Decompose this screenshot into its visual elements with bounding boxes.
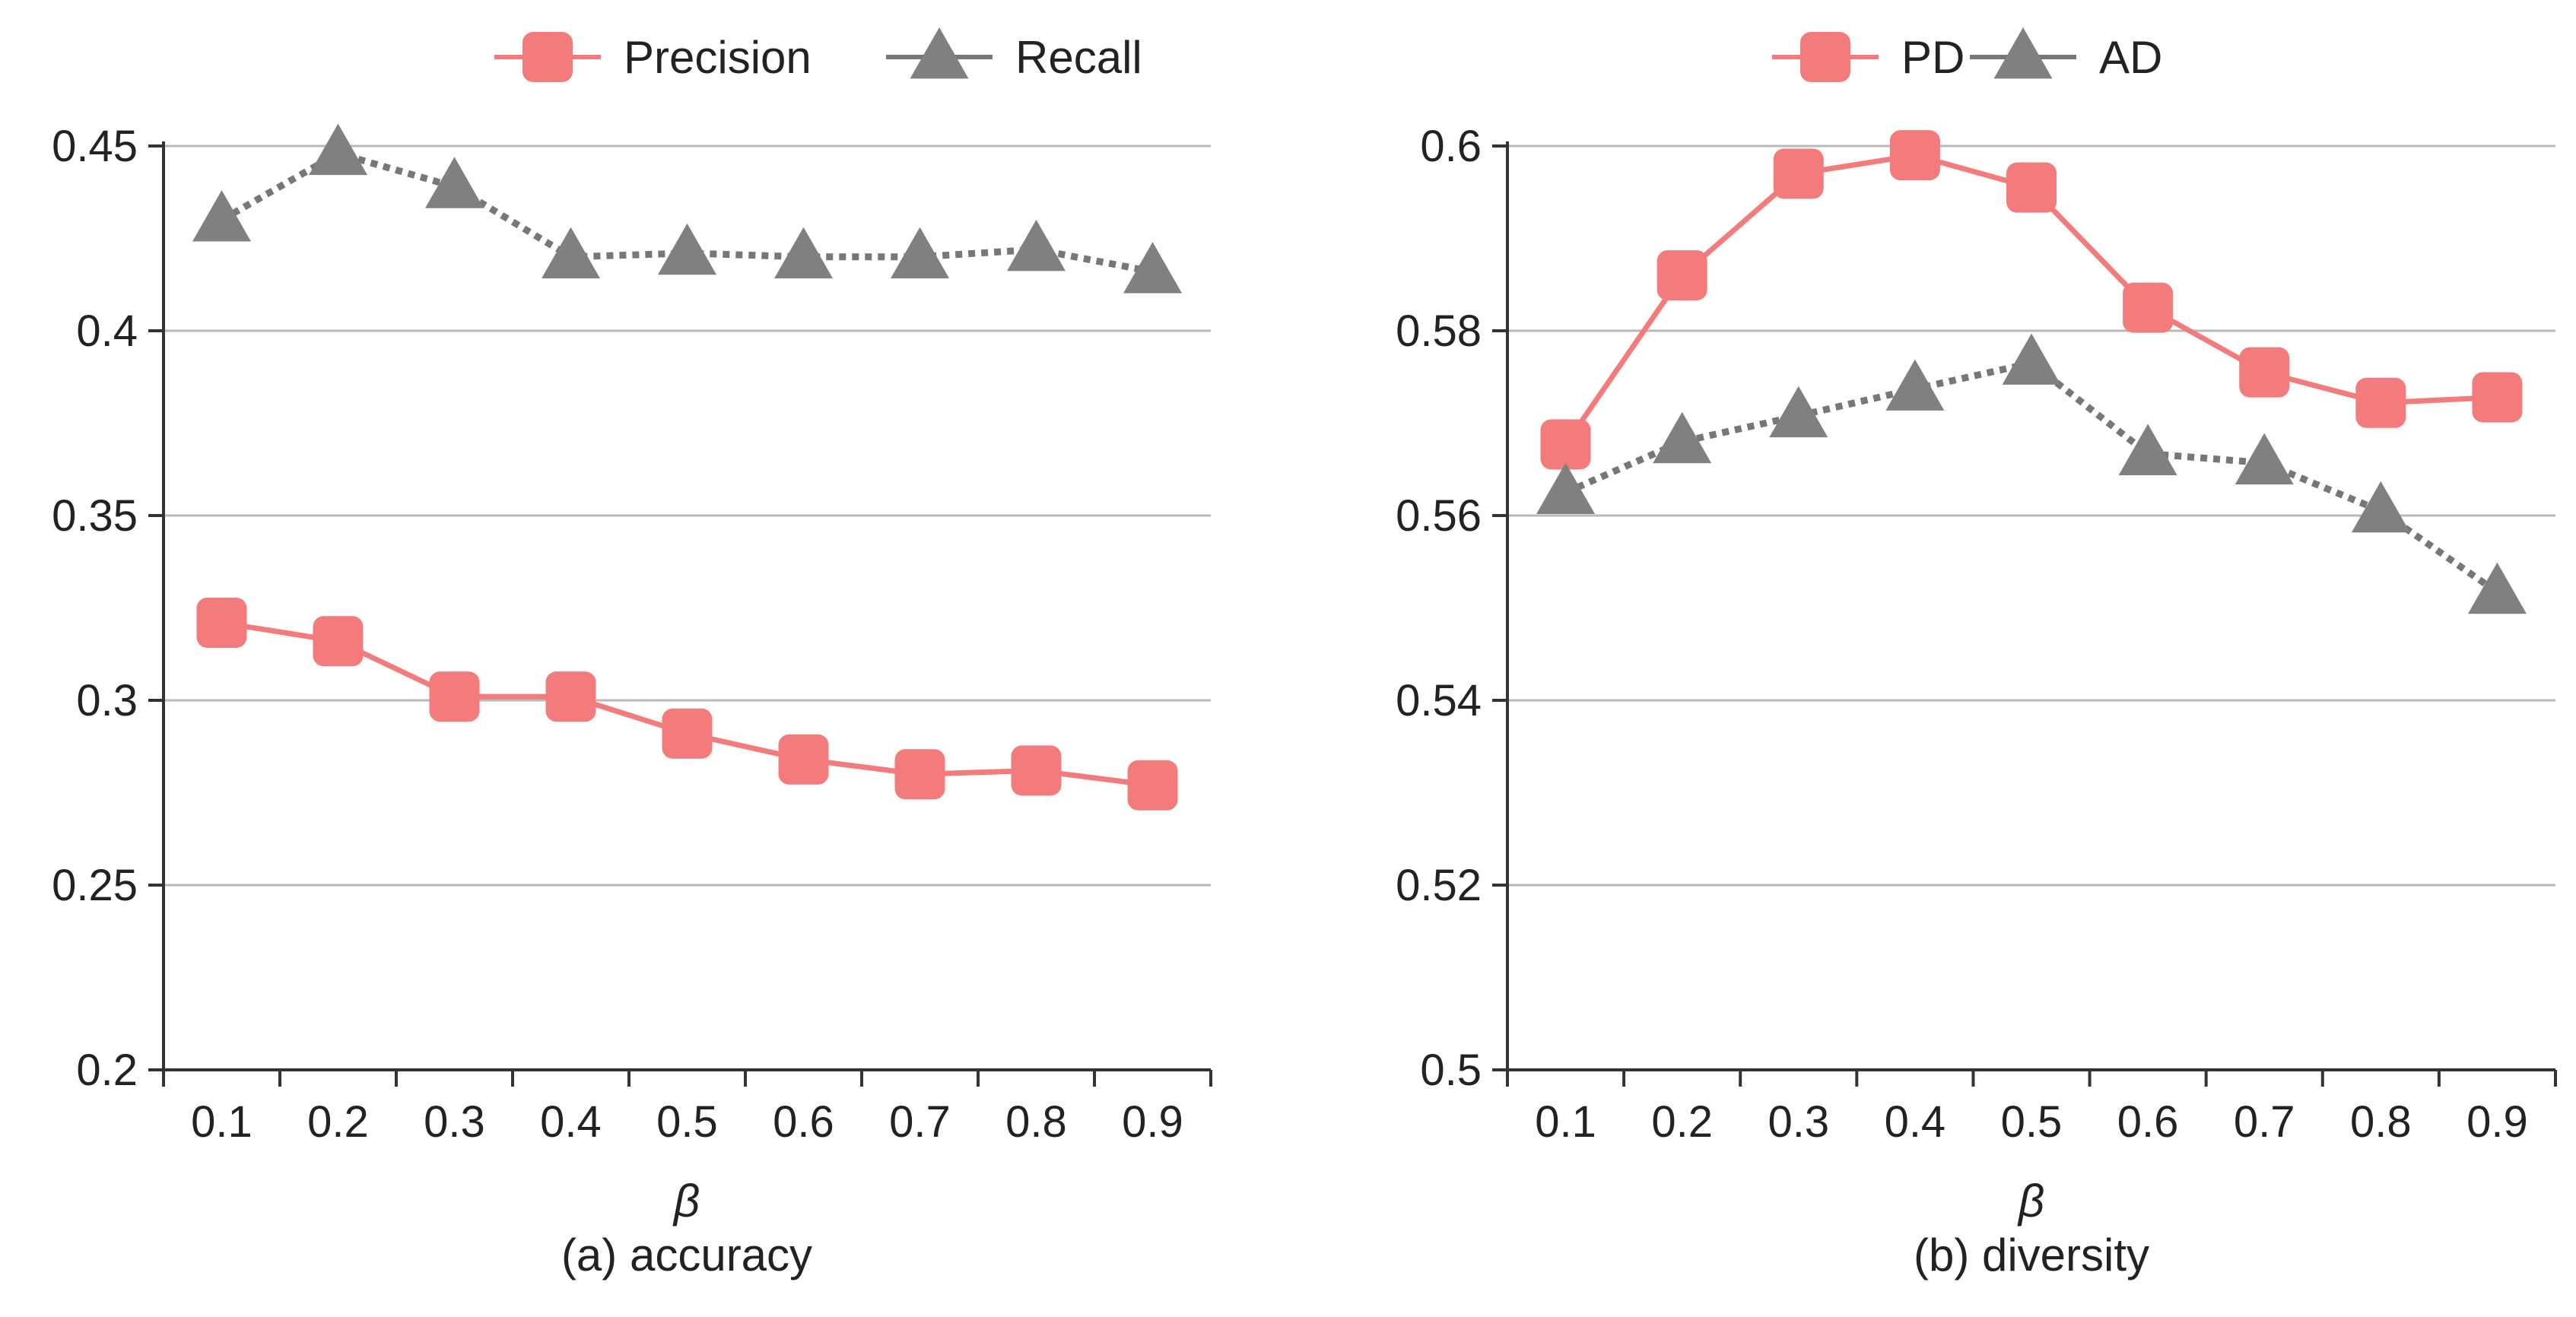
- data-point-pd: [1540, 419, 1591, 470]
- data-point-precision: [894, 749, 945, 800]
- data-point-recall: [658, 223, 716, 275]
- x-axis-label: β: [2017, 1176, 2044, 1227]
- diversity-panel: 0.5 0.52 0.54 0.56 0.58 0.6 0.1 0.2 0.3 0.4 0.5 0.6…: [1396, 27, 2557, 1281]
- data-point-recall: [309, 123, 367, 176]
- y-tick-label: 0.2: [76, 1046, 138, 1095]
- x-tick-label: 0.6: [773, 1097, 834, 1147]
- y-tick-label: 0.58: [1396, 306, 1482, 356]
- legend-marker-precision: [523, 32, 573, 82]
- data-point-recall: [1007, 220, 1066, 271]
- accuracy-panel: 0.2 0.25 0.3 0.35 0.4 0.45 0.1 0.2 0.3 0.4 0.5 0.6 0…: [52, 27, 1212, 1281]
- x-tick-label: 0.4: [1885, 1097, 1946, 1147]
- data-point-recall: [891, 227, 949, 279]
- x-tick-label: 0.2: [307, 1097, 369, 1147]
- x-tick-label: 0.7: [889, 1097, 951, 1147]
- data-point-pd: [2006, 162, 2057, 213]
- data-point-precision: [429, 671, 480, 722]
- x-tick-label: 0.3: [424, 1097, 485, 1147]
- data-point-precision: [1011, 745, 1062, 796]
- x-tick-label: 0.3: [1768, 1097, 1829, 1147]
- y-tick-label: 0.35: [52, 491, 138, 541]
- y-tick-label: 0.56: [1396, 491, 1482, 541]
- y-tick-label: 0.45: [52, 122, 138, 171]
- x-tick-label: 0.8: [2350, 1097, 2412, 1147]
- legend-label: PD: [1901, 32, 1965, 83]
- x-tick-label: 0.2: [1651, 1097, 1713, 1147]
- x-tick-label: 0.5: [2001, 1097, 2063, 1147]
- data-point-ad: [2351, 481, 2410, 533]
- y-tick-label: 0.25: [52, 861, 138, 910]
- legend-label: AD: [2099, 32, 2162, 83]
- data-point-ad: [2467, 562, 2527, 614]
- legend-label: Recall: [1015, 32, 1142, 83]
- y-tick-label: 0.4: [76, 306, 138, 356]
- panel-caption: (b) diversity: [1914, 1230, 2149, 1281]
- data-point-recall: [542, 227, 600, 279]
- x-tick-label: 0.9: [2466, 1097, 2528, 1147]
- y-tick-label: 0.54: [1396, 676, 1482, 725]
- data-point-pd: [2355, 377, 2406, 428]
- data-point-ad: [1885, 359, 1945, 411]
- legend-label: Precision: [624, 32, 812, 83]
- panel-caption: (a) accuracy: [561, 1230, 812, 1281]
- data-point-pd: [2123, 282, 2174, 333]
- x-tick-label: 0.7: [2234, 1097, 2295, 1147]
- y-tick-label: 0.52: [1396, 861, 1482, 910]
- data-point-pd: [1656, 250, 1707, 301]
- legend-marker-ad: [1993, 27, 2053, 79]
- data-point-pd: [1889, 130, 1940, 181]
- data-point-ad: [1769, 386, 1828, 438]
- data-point-precision: [545, 671, 596, 722]
- data-point-pd: [2472, 372, 2523, 423]
- x-axis-label: β: [672, 1176, 700, 1227]
- data-point-ad: [1653, 411, 1712, 464]
- data-point-ad: [2118, 424, 2177, 475]
- x-tick-label: 0.4: [540, 1097, 602, 1147]
- data-point-pd: [2239, 347, 2290, 398]
- data-point-precision: [778, 734, 829, 785]
- legend-marker-pd: [1800, 32, 1850, 82]
- y-tick-label: 0.6: [1420, 122, 1482, 171]
- x-tick-label: 0.5: [656, 1097, 718, 1147]
- x-tick-label: 0.8: [1005, 1097, 1067, 1147]
- legend-marker-recall: [910, 27, 969, 79]
- x-tick-label: 0.6: [2117, 1097, 2179, 1147]
- y-tick-label: 0.5: [1420, 1046, 1482, 1095]
- data-point-precision: [196, 597, 247, 648]
- data-point-recall: [425, 157, 484, 208]
- data-point-pd: [1773, 148, 1824, 199]
- data-point-precision: [313, 616, 364, 667]
- data-point-recall: [1123, 242, 1182, 294]
- data-point-recall: [774, 227, 833, 279]
- data-point-ad: [2235, 433, 2294, 485]
- x-tick-label: 0.1: [191, 1097, 253, 1147]
- data-point-precision: [662, 708, 713, 759]
- x-tick-label: 0.9: [1122, 1097, 1183, 1147]
- data-point-ad: [2002, 333, 2061, 385]
- y-tick-label: 0.3: [76, 676, 138, 725]
- x-tick-label: 0.1: [1535, 1097, 1596, 1147]
- data-point-recall: [192, 190, 251, 242]
- data-point-precision: [1127, 760, 1178, 811]
- data-point-ad: [1536, 462, 1596, 514]
